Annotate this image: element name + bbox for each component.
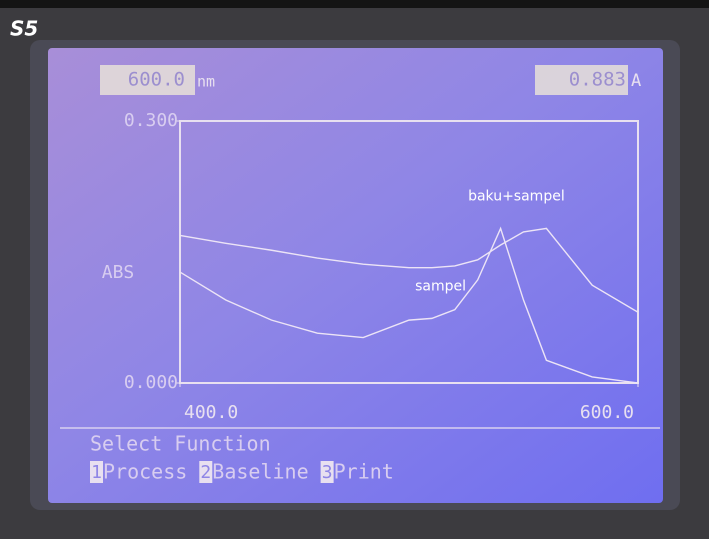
- series-label: baku+sampel: [468, 188, 565, 204]
- menu-key-box: [90, 461, 103, 483]
- device-label: S5: [10, 17, 38, 41]
- x-tick-label: 600.0: [580, 402, 634, 423]
- menu: 1 Process 2 Baseline 3 Print: [90, 460, 394, 484]
- menu-item: Print: [334, 460, 394, 484]
- menu-title: Select Function: [90, 432, 271, 456]
- series-label: sampel: [415, 278, 466, 294]
- wavelength-readout: 600.0: [128, 69, 185, 91]
- y-tick-label: 0.300: [124, 110, 178, 131]
- lcd-screen: [48, 48, 663, 503]
- menu-key-box: [320, 461, 334, 483]
- menu-key: 3: [322, 462, 333, 483]
- plot: 0.000 0.300 400.0 600.0 sampel baku+sampel: [124, 110, 639, 423]
- menu-key-box: [199, 461, 213, 483]
- top-strip: [0, 0, 709, 8]
- absorbance-unit: A: [631, 71, 641, 91]
- menu-key: 2: [200, 462, 211, 483]
- y-tick-label: 0.000: [124, 372, 178, 393]
- readout-box: [535, 65, 628, 95]
- plot-frame: [179, 120, 639, 384]
- x-tick-label: 400.0: [184, 402, 238, 423]
- y-axis-label: ABS: [102, 262, 135, 283]
- menu-item: Baseline: [212, 460, 308, 484]
- wavelength-unit: nm: [197, 73, 215, 91]
- menu-key: 1: [91, 462, 102, 483]
- series-line: [179, 227, 639, 313]
- menu-item: Process: [103, 460, 187, 484]
- absorbance-readout: 0.883: [569, 69, 626, 91]
- series-line: [179, 226, 639, 384]
- readout-box: [100, 65, 195, 95]
